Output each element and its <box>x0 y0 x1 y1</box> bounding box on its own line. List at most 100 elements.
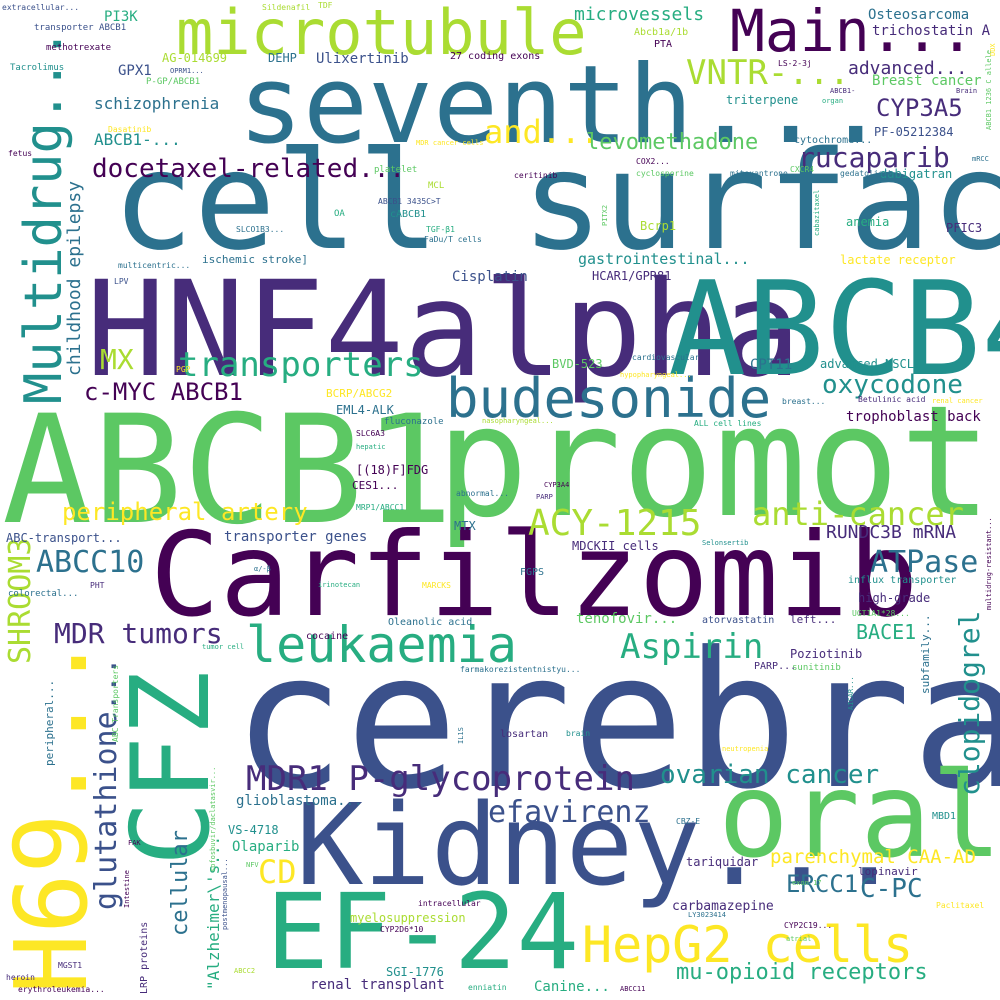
word-clopidogrel: clopidogrel <box>953 610 986 796</box>
word-exon-17: exon 17 <box>792 879 822 887</box>
word-methotrexate: methotrexate <box>46 43 112 53</box>
word-oprm1: OPRM1... <box>170 67 204 75</box>
word-fluconazole: fluconazole <box>384 417 444 427</box>
word-hepatic: hepatic <box>356 443 386 451</box>
word-eml4-alk: EML4-ALK <box>336 403 394 417</box>
word-atrial: atrial <box>786 935 812 943</box>
word-intestine: Intestine <box>123 870 131 908</box>
word-abcb1-ellipsis: ABCB1-... <box>94 130 181 149</box>
word-selonsertib: Selonsertib <box>702 539 749 547</box>
word-mtx: MTX <box>454 519 476 533</box>
word-levomethadone: levomethadone <box>586 130 759 155</box>
word-il1s: IL1S <box>457 727 465 744</box>
word-irinotecan: irinotecan <box>318 581 361 589</box>
word-acy1215: ACY-1215 <box>528 503 702 544</box>
word-platelet: platelet <box>374 165 418 175</box>
word-extracellular: extracellular... <box>2 3 80 12</box>
word-cabcb1: cABCB1 <box>390 209 427 220</box>
word-sofosbuvir-daclatasvir: sofosbuvir/daclatasvir... <box>209 766 217 872</box>
word-paclitaxel: Paclitaxel <box>936 901 985 910</box>
word-mitoxantrone: mitoxantrone <box>730 169 788 178</box>
word-mgst1: MGST1 <box>58 961 83 970</box>
word-ces1: CES1... <box>352 479 399 492</box>
word-bcrp-abcg2: BCRP/ABCG2 <box>326 387 393 400</box>
word-renal-cancer: renal cancer <box>932 397 983 405</box>
word-pht: PHT <box>90 581 105 590</box>
word-slco1b3: SLCO1B3... <box>236 225 285 234</box>
word-carfilzomib: Carfilzomib <box>150 508 919 643</box>
word-abcc10: ABCC10 <box>36 545 145 580</box>
word-tgf-b1: TGF-β1 <box>426 225 455 234</box>
word-trichostatin-a: trichostatin A <box>872 23 991 39</box>
word-sgi-1776: SGI-1776 <box>386 965 444 979</box>
word-intracellular: intracellular <box>418 899 481 908</box>
word-abc-transport: ABC-transport... <box>6 531 122 545</box>
word-cabazitaxel: cabazitaxel <box>813 189 821 236</box>
word-rundc3b-mrna: RUNDC3B mRNA <box>826 522 957 543</box>
word-lopinavir: lopinavir <box>858 865 918 878</box>
word-brain: brain <box>566 729 591 738</box>
word-carbamazepine: carbamazepine <box>672 899 774 914</box>
word-triterpene: triterpene <box>726 93 799 107</box>
word-abcb1-3435ct: ABCB1 3435C>T <box>378 197 441 206</box>
word-cyp3a5: CYP3A5 <box>876 94 963 122</box>
word-mdckii-cells: MDCKII cells <box>572 539 659 553</box>
word-lpv: LPV <box>114 277 129 286</box>
word-abcc11: ABCC11 <box>620 985 646 993</box>
word-cox2: COX2... <box>636 157 670 166</box>
word-transporters: transporters <box>178 345 424 385</box>
word-myelosuppression: myelosuppression <box>350 911 466 925</box>
word-microvessels: microvessels <box>574 4 705 25</box>
word-trophoblast-back: trophoblast back <box>846 409 981 425</box>
word-cytochrome: cytochrome... <box>794 135 873 146</box>
word-efavirenz: efavirenz <box>488 795 651 830</box>
word-oral: oral <box>718 746 1000 884</box>
word-alpha-beta: α/-β <box>254 565 271 573</box>
word-ly3023414: LY3023414 <box>688 911 726 919</box>
word-parp: PARP <box>536 493 553 501</box>
word-marcks: MARCKS <box>422 581 451 590</box>
word-abcc2: ABCC2 <box>234 967 256 975</box>
word-erythroleukemia: erythroleukemia... <box>18 985 105 994</box>
word-budesonide: budesonide <box>446 367 772 430</box>
word-childhood-epilepsy: childhood epilepsy <box>64 180 85 376</box>
word-osteosarcoma: Osteosarcoma <box>868 7 970 23</box>
word-cyp3a4: CYP3A4 <box>544 481 570 489</box>
word-nasopharyngeal: nasopharyngeal... <box>482 417 554 425</box>
word-gpx1: GPX1 <box>118 63 152 79</box>
word-anemia: anemia <box>846 215 890 229</box>
word-advanced-nsclc: advanced NSCLC <box>820 357 922 371</box>
word-seventh: seventh... <box>238 43 889 168</box>
word-fgps: FGPS <box>520 567 545 578</box>
word-ercc1: ERCC1 <box>786 870 859 898</box>
word-microtubule: microtubule <box>176 0 587 69</box>
word-and: and... <box>484 113 600 151</box>
word-ischemic-stroke: ischemic stroke] <box>202 253 308 266</box>
word-slc6a3: SLC6A3 <box>356 429 385 438</box>
word-fetus: fetus <box>8 149 33 158</box>
word-cisplatin: Cisplatin <box>452 269 528 285</box>
word-advanced: advanced... <box>848 58 968 79</box>
word-cxcr4: CXCR4 <box>790 165 815 174</box>
word-main: Main... <box>730 0 975 65</box>
word-organ: organ <box>822 97 844 105</box>
word-olaparib: Olaparib <box>232 839 300 855</box>
word-aicar: AICAR... <box>847 676 855 710</box>
word-dehp: DEHP <box>268 51 297 65</box>
word-mdr-tumors: MDR tumors <box>54 617 223 650</box>
word-pta: PTA <box>654 39 673 50</box>
word-multidrug-resistant: multidrug-resistant... <box>985 517 993 610</box>
word-sunitinib: sunitinib <box>792 663 841 673</box>
word-atpase: ATPase <box>870 545 979 580</box>
word-neutropenia: neutropenia <box>722 745 769 753</box>
word-transporter-genes: transporter genes <box>224 529 368 545</box>
word-schizophrenia: schizophrenia <box>94 94 220 113</box>
word-colorectal: colorectal... <box>8 589 79 599</box>
word-abc-transporters: ABC Transporters <box>111 664 120 742</box>
word-cbz-e: CBZ-E <box>676 817 701 826</box>
word-mrp1-abcc1: MRP1/ABCC1 <box>356 503 405 512</box>
word-tumor-cell: tumor cell <box>202 643 245 651</box>
word-mx: MX <box>100 343 134 376</box>
word-27-coding-exons: 27 coding exons <box>450 51 541 62</box>
word-cellular: cellular <box>168 830 193 936</box>
